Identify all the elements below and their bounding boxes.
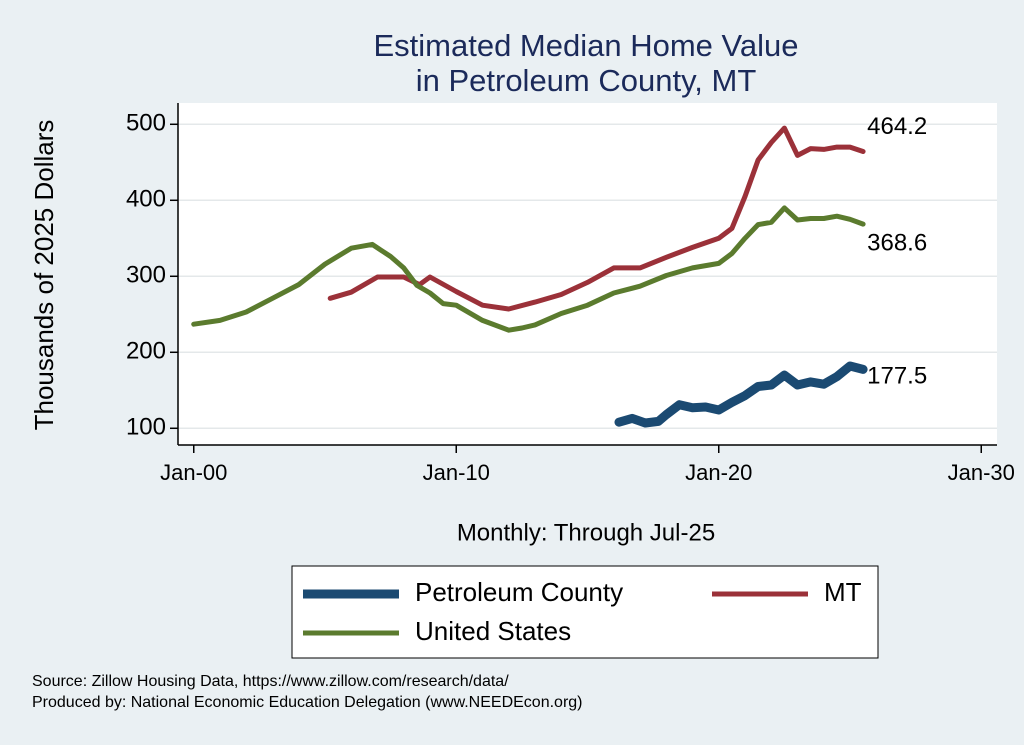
y-tick-label: 400: [126, 186, 166, 213]
x-tick-label: Jan-20: [685, 460, 752, 485]
legend: [291, 565, 879, 659]
chart-title: in Petroleum County, MT: [416, 63, 757, 98]
end-label: 177.5: [867, 363, 927, 390]
series-line: [191, 205, 866, 333]
x-axis-label: Monthly: Through Jul-25: [457, 519, 715, 546]
series-line: [327, 125, 866, 312]
end-label: 368.6: [867, 229, 927, 256]
y-axis-label: Thousands of 2025 Dollars: [29, 120, 59, 431]
legend-label: Petroleum County: [415, 577, 623, 607]
y-tick-label: 300: [126, 262, 166, 289]
source-note: Produced by: National Economic Education…: [32, 694, 583, 711]
x-tick-label: Jan-00: [160, 460, 227, 485]
y-tick-label: 500: [126, 110, 166, 137]
chart-title: Estimated Median Home Value: [373, 28, 798, 63]
series-line: [614, 361, 868, 428]
plot-area: [178, 103, 997, 445]
legend-label: MT: [824, 577, 862, 607]
legend-label: United States: [415, 616, 571, 646]
x-tick-label: Jan-30: [948, 460, 1015, 485]
y-tick-label: 200: [126, 338, 166, 365]
x-tick-label: Jan-10: [423, 460, 490, 485]
y-tick-label: 100: [126, 414, 166, 441]
end-label: 464.2: [867, 113, 927, 140]
source-note: Source: Zillow Housing Data, https://www…: [32, 673, 509, 690]
